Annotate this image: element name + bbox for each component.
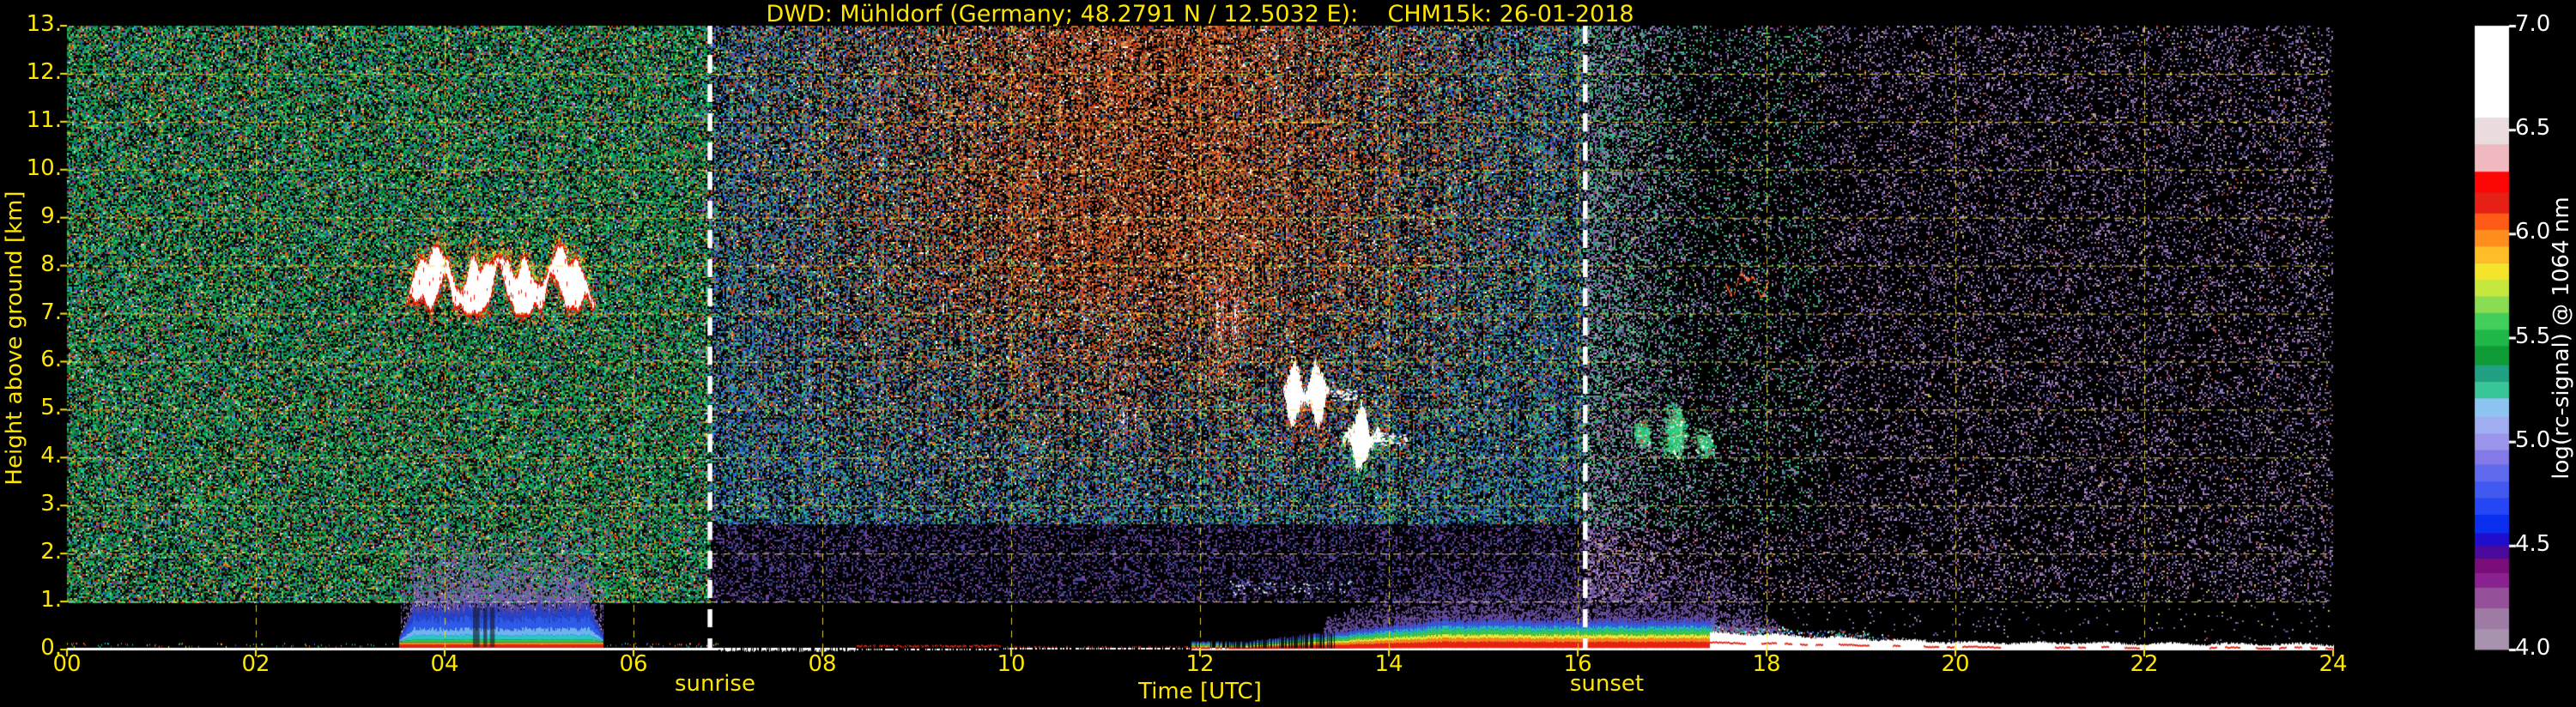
x-axis-label: Time [UTC]	[1138, 679, 1262, 704]
x-tick-label: 02	[241, 651, 270, 677]
y-tick-label: 5.	[40, 395, 62, 421]
y-tick-label: 12.	[26, 58, 62, 85]
x-tick-label: 04	[430, 651, 459, 677]
x-tick-label: 16	[1563, 651, 1592, 677]
y-tick-label: 8.	[40, 251, 62, 277]
x-tick-label: 14	[1374, 651, 1403, 677]
sunset-label: sunset	[1569, 671, 1645, 697]
colorbar-axis-label: log(rc-signal) @ 1064 nm	[2549, 196, 2574, 480]
y-tick-label: 0.	[40, 635, 62, 661]
y-tick-label: 13.	[26, 11, 62, 37]
colorbar-tick-label: 5.0	[2515, 426, 2551, 453]
colorbar-tick-label: 6.5	[2515, 115, 2551, 142]
x-tick-label: 06	[619, 651, 648, 677]
y-tick-label: 1.	[40, 587, 62, 613]
y-tick-label: 2.	[40, 539, 62, 565]
x-tick-label: 12	[1185, 651, 1215, 677]
plot-title: DWD: Mühldorf (Germany; 48.2791 N / 12.5…	[766, 1, 1634, 27]
x-tick-label: 08	[808, 651, 837, 677]
x-tick-label: 22	[2130, 651, 2159, 677]
y-tick-label: 6.	[40, 347, 62, 373]
colorbar-tick-label: 5.5	[2515, 323, 2551, 349]
x-tick-label: 24	[2318, 651, 2348, 677]
x-tick-label: 18	[1752, 651, 1781, 677]
colorbar-tick-label: 4.5	[2515, 530, 2551, 557]
colorbar-tick-label: 7.0	[2515, 11, 2551, 37]
y-tick-label: 11.	[26, 106, 62, 133]
x-tick-label: 00	[52, 651, 82, 677]
colorbar-tick-label: 6.0	[2515, 219, 2551, 245]
sunrise-label: sunrise	[675, 671, 755, 697]
x-tick-label: 10	[997, 651, 1026, 677]
y-tick-label: 9.	[40, 202, 62, 229]
y-tick-label: 4.	[40, 443, 62, 469]
x-tick-label: 20	[1941, 651, 1970, 677]
y-tick-label: 10.	[26, 154, 62, 181]
y-tick-label: 3.	[40, 491, 62, 517]
colorbar-tick-label: 4.0	[2515, 635, 2551, 661]
y-tick-label: 7.	[40, 299, 62, 325]
y-axis-label: Height above ground [km]	[2, 190, 27, 486]
